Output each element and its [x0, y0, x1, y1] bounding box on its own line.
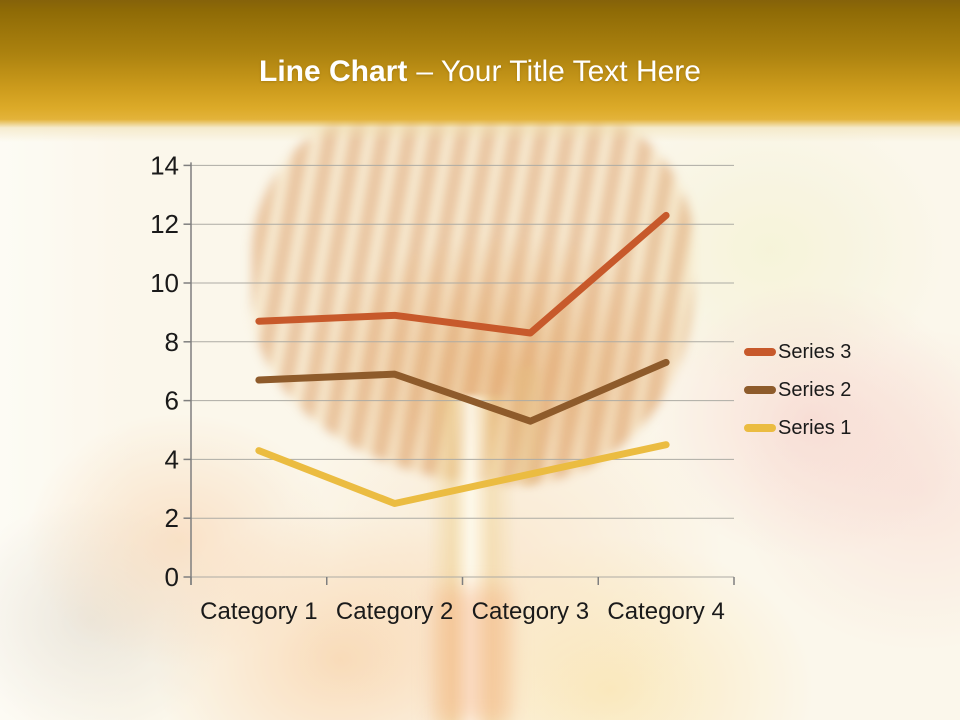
y-tick-label: 10: [150, 268, 179, 298]
x-category-label: Category 1: [200, 598, 317, 625]
legend-label: Series 2: [778, 378, 852, 401]
y-tick-label: 2: [165, 503, 179, 533]
x-category-label: Category 2: [336, 598, 453, 625]
title-bold-text: Line Chart: [259, 55, 408, 88]
x-category-label: Category 3: [472, 598, 589, 625]
legend-item: Series 2: [744, 371, 851, 409]
honey-drip-stream: [428, 396, 516, 720]
title-band: Line Chart – Your Title Text Here: [0, 0, 960, 142]
y-tick-label: 8: [165, 327, 179, 357]
chart-legend: Series 3 Series 2 Series 1: [744, 333, 851, 447]
y-tick-label: 0: [165, 562, 179, 592]
honey-drip-small: [514, 366, 540, 486]
y-tick-label: 4: [165, 444, 179, 474]
legend-label: Series 1: [778, 416, 852, 439]
legend-swatch-icon: [744, 386, 776, 394]
series-line-series-3: [255, 211, 670, 337]
legend-item: Series 1: [744, 409, 851, 447]
y-tick-label: 6: [165, 386, 179, 416]
y-tick-label: 12: [150, 209, 179, 239]
legend-swatch-icon: [744, 348, 776, 356]
honey-drip-lower: [434, 588, 512, 720]
legend-swatch-icon: [744, 424, 776, 432]
x-category-label: Category 4: [607, 598, 724, 625]
series-line-series-2: [255, 358, 670, 425]
y-tick-label: 14: [150, 150, 179, 180]
title-rest-text: – Your Title Text Here: [416, 55, 701, 88]
series-line-series-1: [255, 441, 670, 507]
legend-label: Series 3: [778, 340, 852, 363]
legend-item: Series 3: [744, 333, 851, 371]
slide-title: Line Chart – Your Title Text Here: [0, 55, 960, 89]
